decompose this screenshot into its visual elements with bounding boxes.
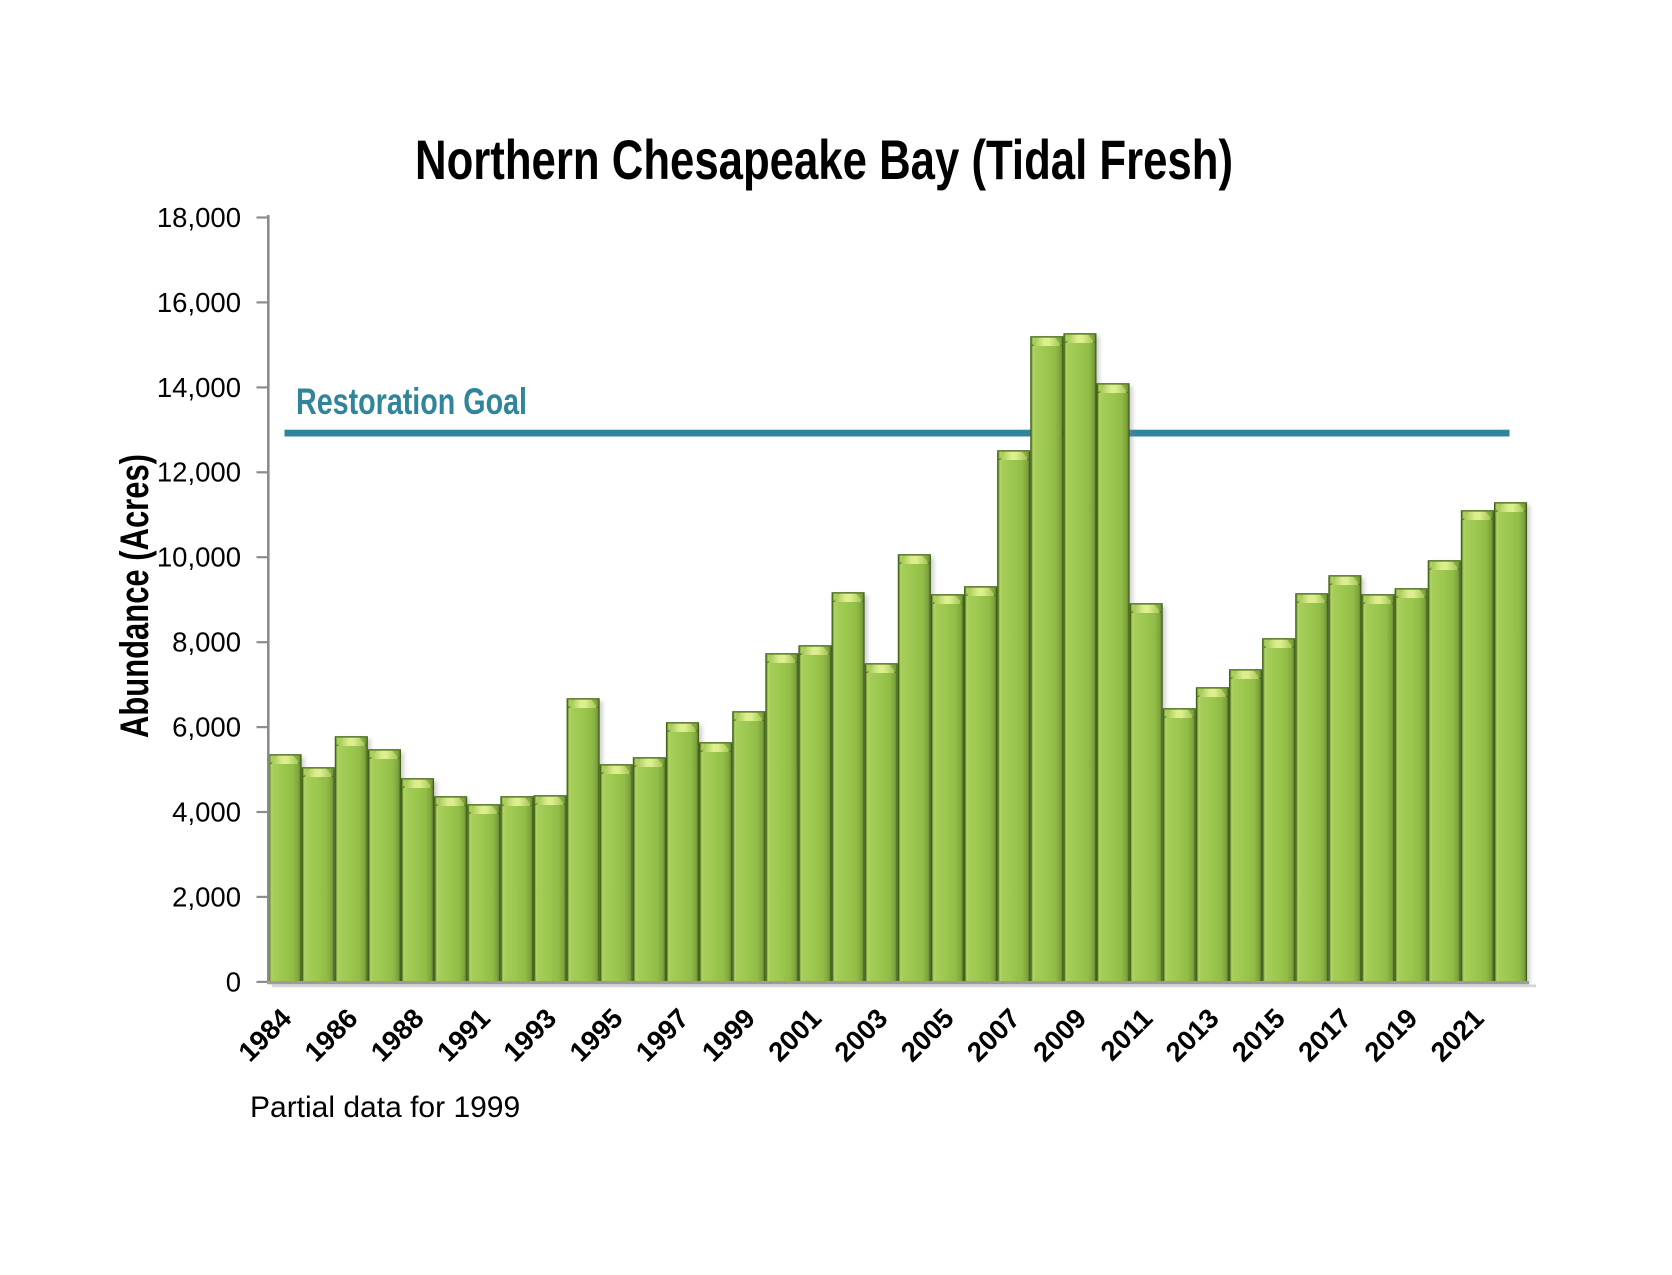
svg-text:4,000: 4,000 bbox=[172, 796, 241, 827]
svg-text:0: 0 bbox=[226, 966, 241, 997]
svg-text:18,000: 18,000 bbox=[157, 202, 241, 233]
svg-text:10,000: 10,000 bbox=[157, 542, 241, 573]
svg-text:Partial data for 1999: Partial data for 1999 bbox=[250, 1091, 520, 1124]
svg-text:8,000: 8,000 bbox=[172, 627, 241, 658]
svg-text:12,000: 12,000 bbox=[157, 457, 241, 488]
svg-text:Northern Chesapeake Bay (Tidal: Northern Chesapeake Bay (Tidal Fresh) bbox=[415, 128, 1233, 191]
svg-text:16,000: 16,000 bbox=[157, 287, 241, 318]
svg-text:2,000: 2,000 bbox=[172, 881, 241, 912]
svg-text:Abundance (Acres): Abundance (Acres) bbox=[113, 454, 157, 738]
svg-text:Restoration Goal: Restoration Goal bbox=[296, 381, 527, 422]
svg-text:14,000: 14,000 bbox=[157, 372, 241, 403]
svg-text:6,000: 6,000 bbox=[172, 712, 241, 743]
